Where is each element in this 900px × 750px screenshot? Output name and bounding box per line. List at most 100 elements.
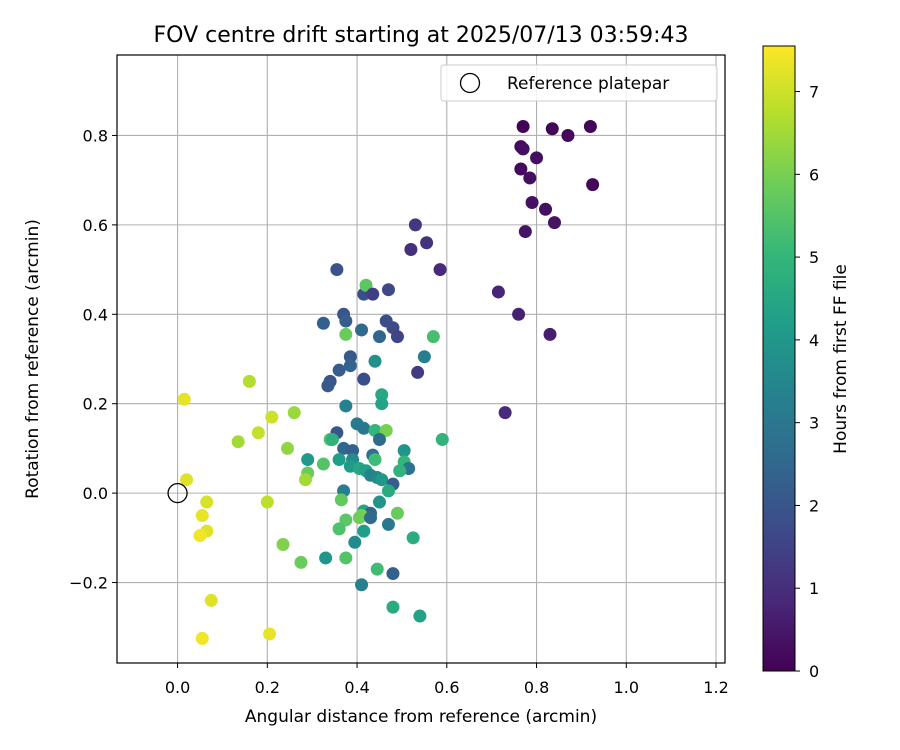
data-point [195,631,209,645]
data-point [263,627,277,641]
data-point [204,593,218,607]
data-point [386,600,400,614]
data-point [346,444,360,458]
legend-marker-reference [459,72,481,94]
y-axis-label: Rotation from reference (arcmin) [23,219,43,499]
data-point [251,426,265,440]
data-point [339,513,353,527]
chart-title: FOV centre drift starting at 2025/07/13 … [154,23,689,48]
data-point [417,350,431,364]
plot-frame [116,54,726,664]
data-point [386,567,400,581]
data-point [294,555,308,569]
data-point [330,263,344,277]
data-point [316,457,330,471]
legend: Reference platepar [440,64,718,102]
data-point [435,432,449,446]
data-point [355,323,369,337]
colorbar-tick-label: 3 [809,414,819,433]
data-point [319,551,333,565]
data-point [339,327,353,341]
data-point [321,379,335,393]
data-point [265,410,279,424]
data-point [372,330,386,344]
data-point [561,128,575,142]
data-point [339,551,353,565]
data-point [379,424,393,438]
data-point [372,432,386,446]
data-point [339,314,353,328]
y-tick-label: 0.2 [83,395,108,414]
y-tick-label: −0.2 [69,574,108,593]
colorbar-tick-label: 1 [809,579,819,598]
colorbar-ticks: 0 1 2 3 4 5 6 7 [795,83,819,681]
data-point [530,151,544,165]
data-point [334,493,348,507]
x-tick-label: 1.0 [614,678,639,697]
reference-platepar-marker [167,482,188,504]
data-point [390,330,404,344]
colorbar-tick-label: 2 [809,496,819,515]
data-point [366,287,380,301]
data-point [433,263,447,277]
colorbar-tick-label: 7 [809,83,819,102]
data-point [518,225,532,239]
x-tick-label: 0.6 [434,678,459,697]
data-point [348,535,362,549]
data-point [381,283,395,297]
x-tick-label: 0.2 [255,678,280,697]
data-point [260,495,274,509]
data-point [343,359,357,373]
data-point [498,406,512,420]
data-point [512,307,526,321]
data-point [298,473,312,487]
data-points [177,120,600,645]
data-point [523,171,537,185]
data-point [516,120,530,134]
data-point [301,453,315,467]
data-point [177,392,191,406]
data-point [281,441,295,455]
data-point [343,350,357,364]
data-point [404,242,418,256]
legend-entry-reference: Reference platepar [507,74,669,94]
data-point [364,511,378,525]
x-tick-label: 1.2 [703,678,728,697]
data-point [426,330,440,344]
data-point [411,365,425,379]
data-point [583,120,597,134]
colorbar-tick-label: 6 [809,165,819,184]
grid-lines [117,55,725,663]
data-point [491,285,505,299]
data-point [193,529,207,543]
data-point [397,444,411,458]
data-point [332,363,346,377]
legend-box [440,64,718,102]
x-tick-label: 0.4 [344,678,369,697]
data-point [200,495,214,509]
data-point [180,473,194,487]
colorbar-tick-label: 0 [809,662,819,681]
data-point [545,122,559,136]
y-tick-label: 0.6 [83,216,108,235]
data-point [375,397,389,411]
y-tick-label: 0.0 [83,484,108,503]
colorbar-label: Hours from first FF file [831,264,851,454]
data-point [375,388,389,402]
data-point [393,464,407,478]
colorbar: 0 1 2 3 4 5 6 7 Hours from first FF file [762,45,851,681]
data-point [547,216,561,230]
reference-marker [167,482,188,504]
colorbar-gradient [762,45,796,672]
x-axis-ticks: 0.0 0.2 0.4 0.6 0.8 1.0 1.2 [165,663,729,697]
data-point [516,142,530,156]
data-point [339,399,353,413]
data-point [381,517,395,531]
data-point [408,218,422,232]
data-point [375,473,389,487]
data-point [332,453,346,467]
x-axis-label: Angular distance from reference (arcmin) [245,707,597,727]
data-point [357,372,371,386]
data-point [539,202,553,216]
